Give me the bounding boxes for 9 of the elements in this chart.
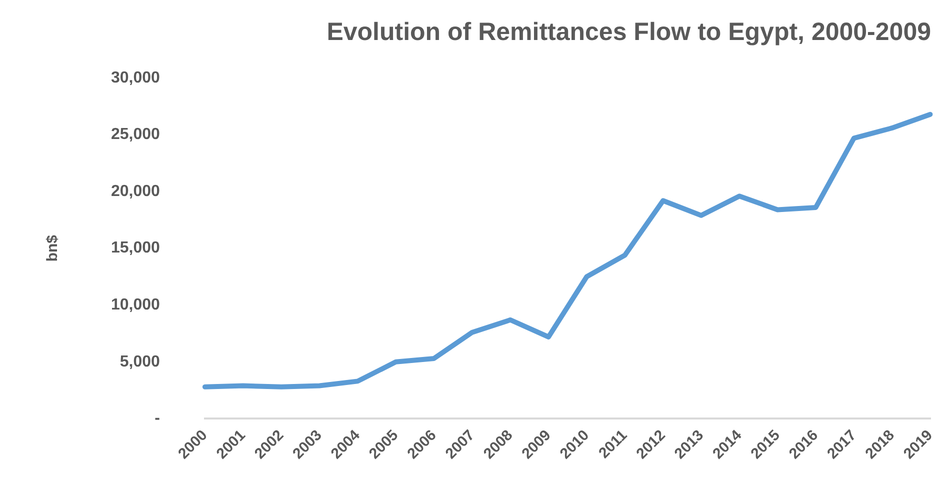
y-tick-label: 25,000: [111, 126, 160, 144]
chart-title: Evolution of Remittances Flow to Egypt, 2000-2009: [326, 18, 931, 46]
y-tick-label: 30,000: [111, 69, 160, 86]
y-tick-label: 20,000: [111, 182, 160, 200]
y-tick-label: 5,000: [120, 353, 160, 370]
y-tick-label: 10,000: [111, 296, 160, 314]
y-tick-label: -: [154, 410, 160, 428]
y-tick-label: 15,000: [111, 240, 160, 257]
y-axis-title: bn$: [44, 234, 62, 262]
